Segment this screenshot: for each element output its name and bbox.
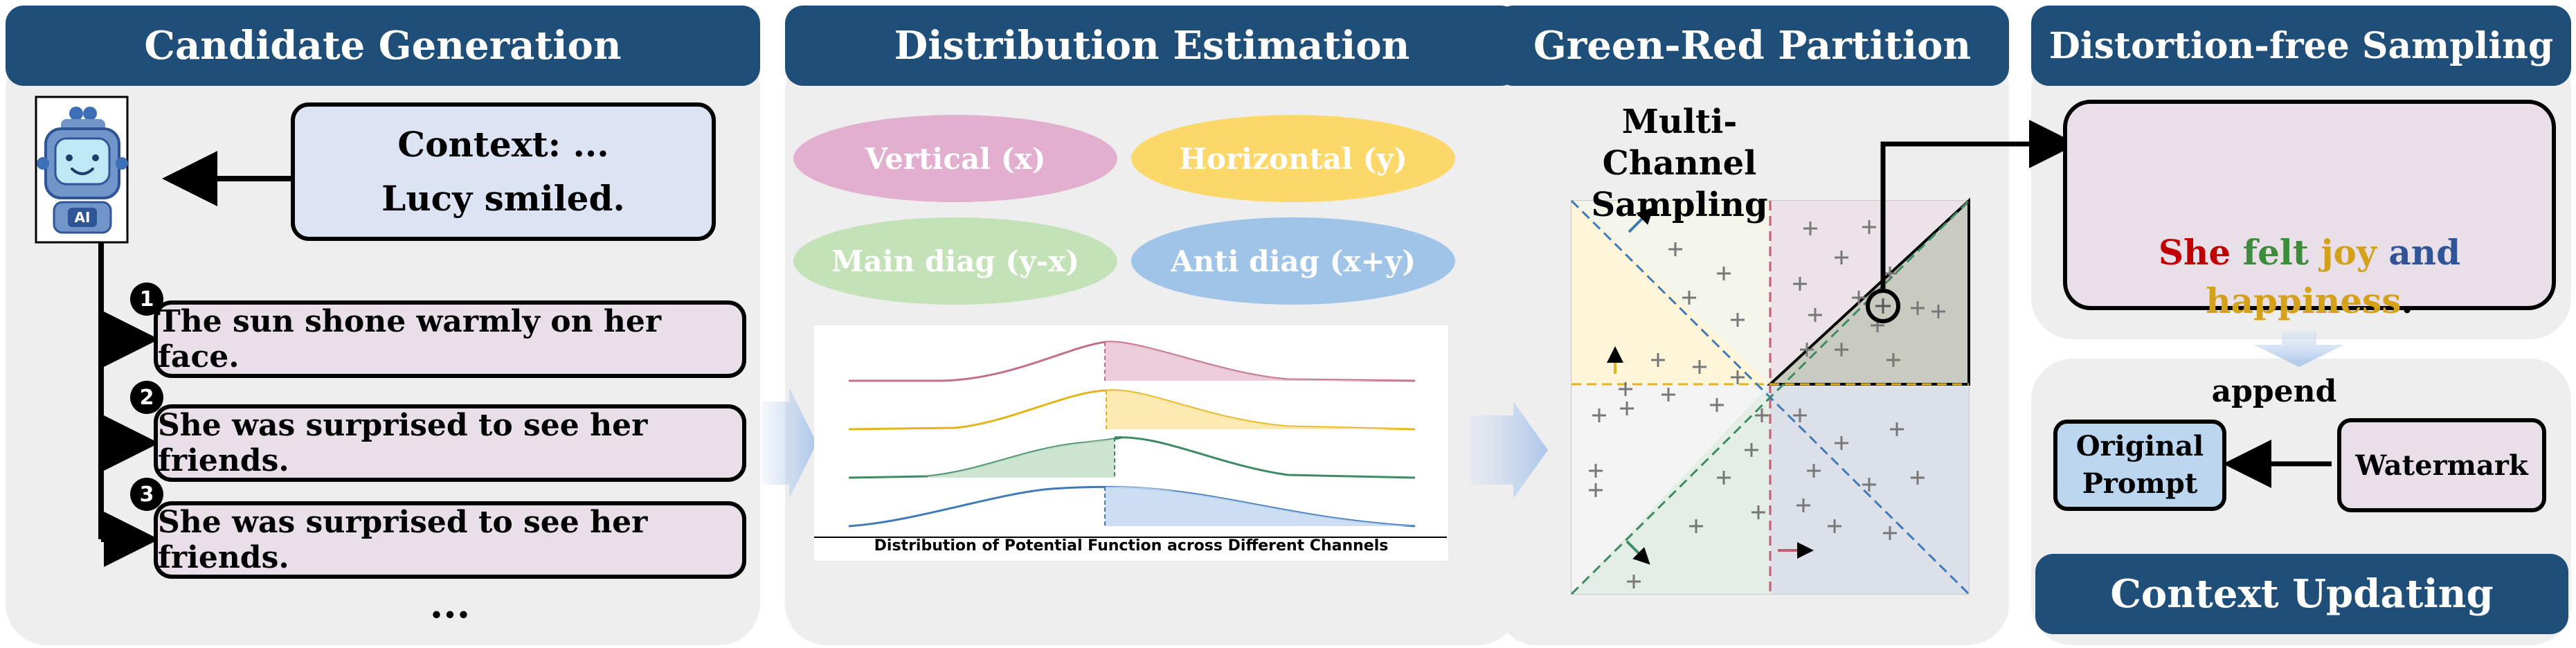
- curve-horizontal: [848, 389, 1416, 431]
- output-word: .: [2401, 280, 2413, 321]
- channel-anti-diag: Anti diag (x+y): [1131, 217, 1455, 305]
- robot-badge-label: AI: [74, 209, 91, 226]
- partition-header: Green-Red Partition: [1495, 6, 2009, 86]
- candidate-ellipsis: ...: [429, 582, 471, 627]
- output-word: joy: [2321, 232, 2377, 273]
- output-word: She: [2158, 232, 2231, 273]
- watermark-box: Watermark: [2337, 418, 2546, 512]
- append-label: append: [2211, 374, 2337, 409]
- partition-to-sampling-arrow: [1880, 120, 2078, 291]
- channel-horizontal: Horizontal (y): [1131, 115, 1455, 202]
- candidate-header: Candidate Generation: [6, 6, 760, 86]
- original-prompt-line-1: Original: [2075, 430, 2204, 462]
- channel-vertical: Vertical (x): [793, 115, 1117, 202]
- original-prompt-line-2: Prompt: [2082, 467, 2198, 500]
- candidate-box-3: She was surprised to see her friends.: [154, 501, 746, 579]
- partition-title: Multi-Channel Sampling: [1548, 101, 1811, 226]
- stage-arrow-1: [762, 388, 817, 498]
- original-prompt-box: Original Prompt: [2053, 420, 2226, 511]
- distribution-header: Distribution Estimation: [785, 6, 1519, 86]
- output-word: and: [2388, 232, 2461, 273]
- output-word: happiness: [2206, 280, 2402, 321]
- robot-icon: [35, 96, 129, 244]
- curve-vertical: [849, 341, 1416, 382]
- partition-title-line-1: Multi-Channel: [1602, 102, 1757, 183]
- curve-main-diag: [848, 436, 1416, 479]
- stage-arrow-3: [2254, 331, 2344, 367]
- candidate-number-3: 3: [130, 478, 163, 511]
- context-line-1: Context: ...: [397, 124, 609, 165]
- candidate-box-1: The sun shone warmly on her face.: [154, 300, 746, 378]
- output-sentence: She felt joy and happiness.: [2070, 228, 2549, 321]
- channel-main-diag: Main diag (y-x): [793, 217, 1117, 305]
- sampling-output-box: [2063, 100, 2556, 310]
- context-line-2: Lucy smiled.: [381, 178, 625, 219]
- context-box: Context: ... Lucy smiled.: [291, 102, 716, 241]
- stage-arrow-2: [1470, 402, 1548, 498]
- candidate-box-2: She was surprised to see her friends.: [154, 404, 746, 482]
- candidate-number-2: 2: [130, 381, 163, 414]
- sampling-header: Distortion-free Sampling: [2031, 6, 2571, 86]
- partition-title-line-2: Sampling: [1591, 186, 1768, 224]
- context-header: Context Updating: [2035, 554, 2568, 634]
- curve-anti-diag: [848, 485, 1416, 528]
- output-word: felt: [2242, 232, 2309, 273]
- distribution-caption: Distribution of Potential Function acros…: [874, 537, 1389, 555]
- partition-scatter: [1570, 197, 1970, 595]
